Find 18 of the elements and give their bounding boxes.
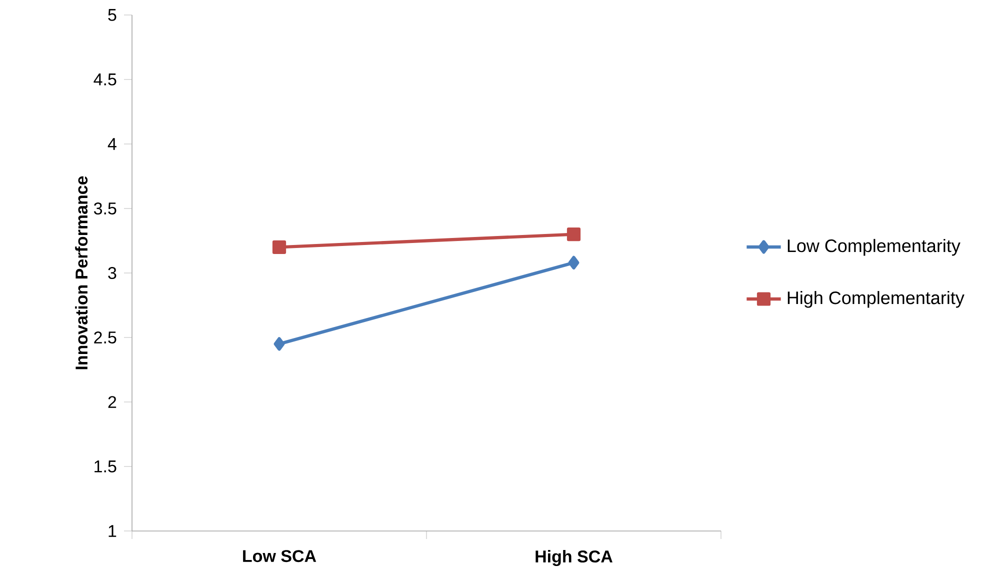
y-tick-label: 1 [108,525,116,537]
point [272,240,286,254]
y-tick-label: 1.5 [94,460,116,472]
y-tick-label: 5 [108,9,116,21]
point [566,227,581,242]
legend-label: Low Complementarity [788,238,960,256]
point [274,337,285,351]
x-tick-label: High SCA [536,550,612,566]
y-tick-label: 3.5 [94,202,116,214]
y-tick-label: 2 [108,396,116,408]
y-tick-label: 4 [108,138,116,150]
y-tick-label: 3 [108,266,116,279]
point [568,256,580,270]
x-tick-label: Low SCA [243,550,316,562]
y-tick-label: 4.5 [94,74,116,86]
y-axis-title: Innovation Performance [75,176,88,370]
y-tick-label: 2.5 [94,331,116,344]
legend-label: High Complementarity [788,290,964,308]
